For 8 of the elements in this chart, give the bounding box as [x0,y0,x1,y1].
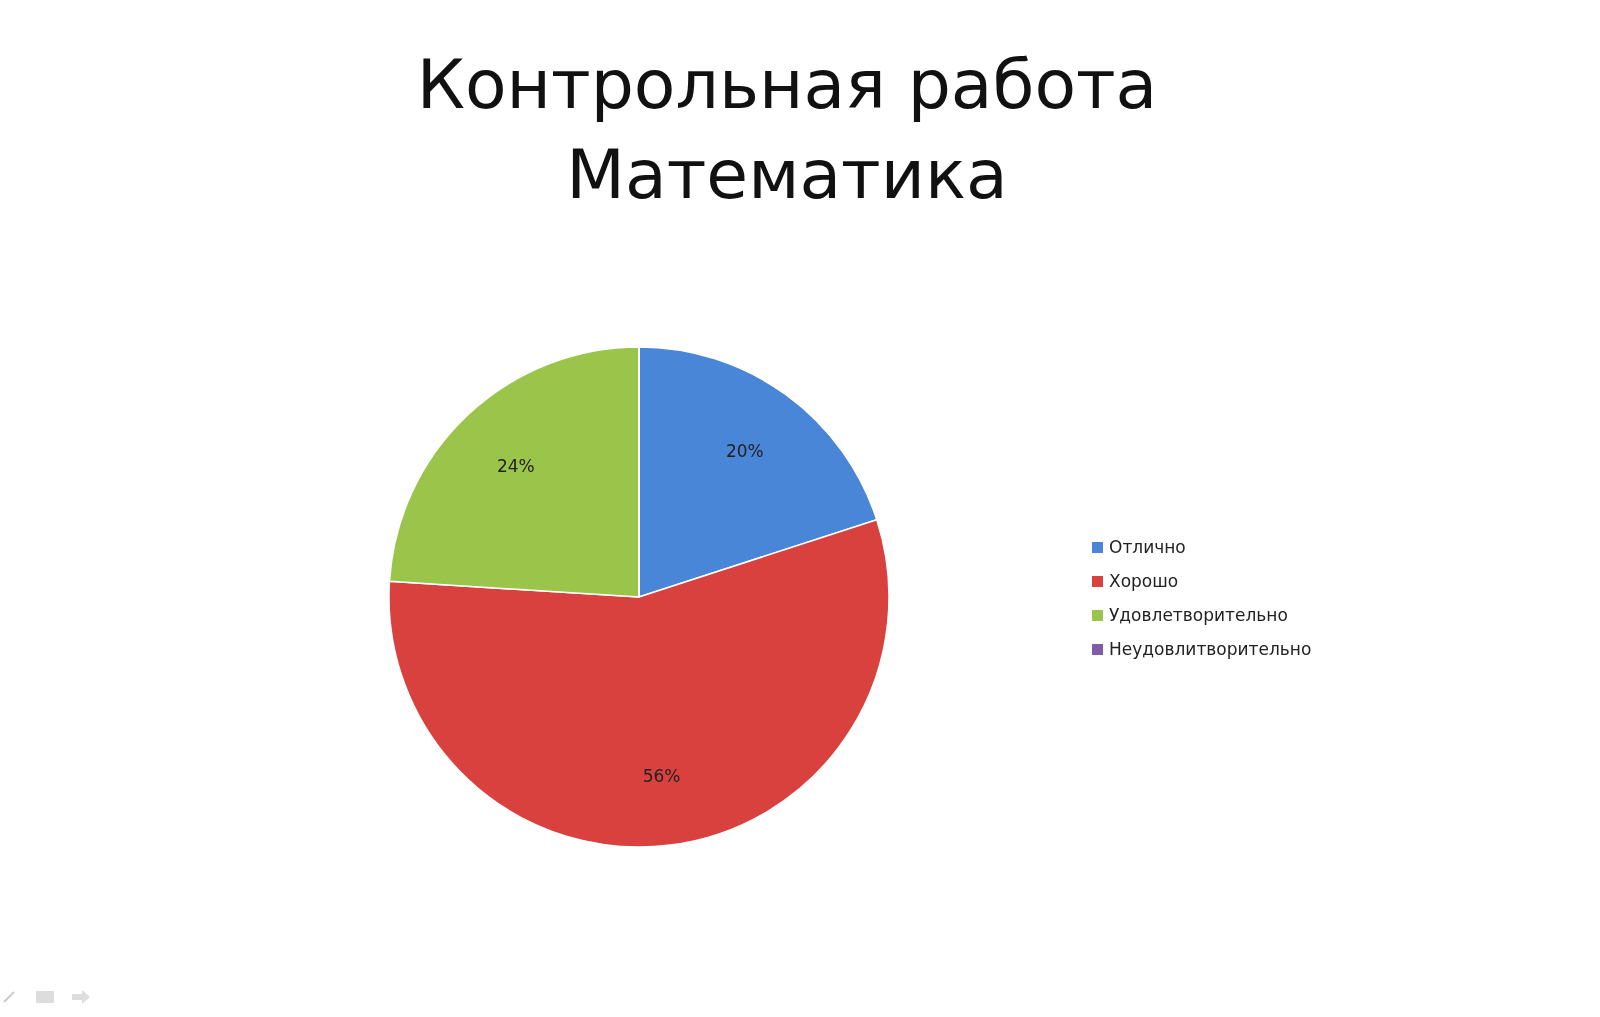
legend-label: Удовлетворительно [1109,605,1288,625]
data-label: 56% [642,765,681,786]
legend-label: Хорошо [1109,571,1179,591]
chart-title: Контрольная работа Математика [416,45,1158,214]
legend-label: Неудовлитворительно [1109,639,1312,659]
data-label: 24% [496,455,535,476]
legend-label: Отлично [1109,537,1186,557]
data-label: 20% [725,441,764,462]
